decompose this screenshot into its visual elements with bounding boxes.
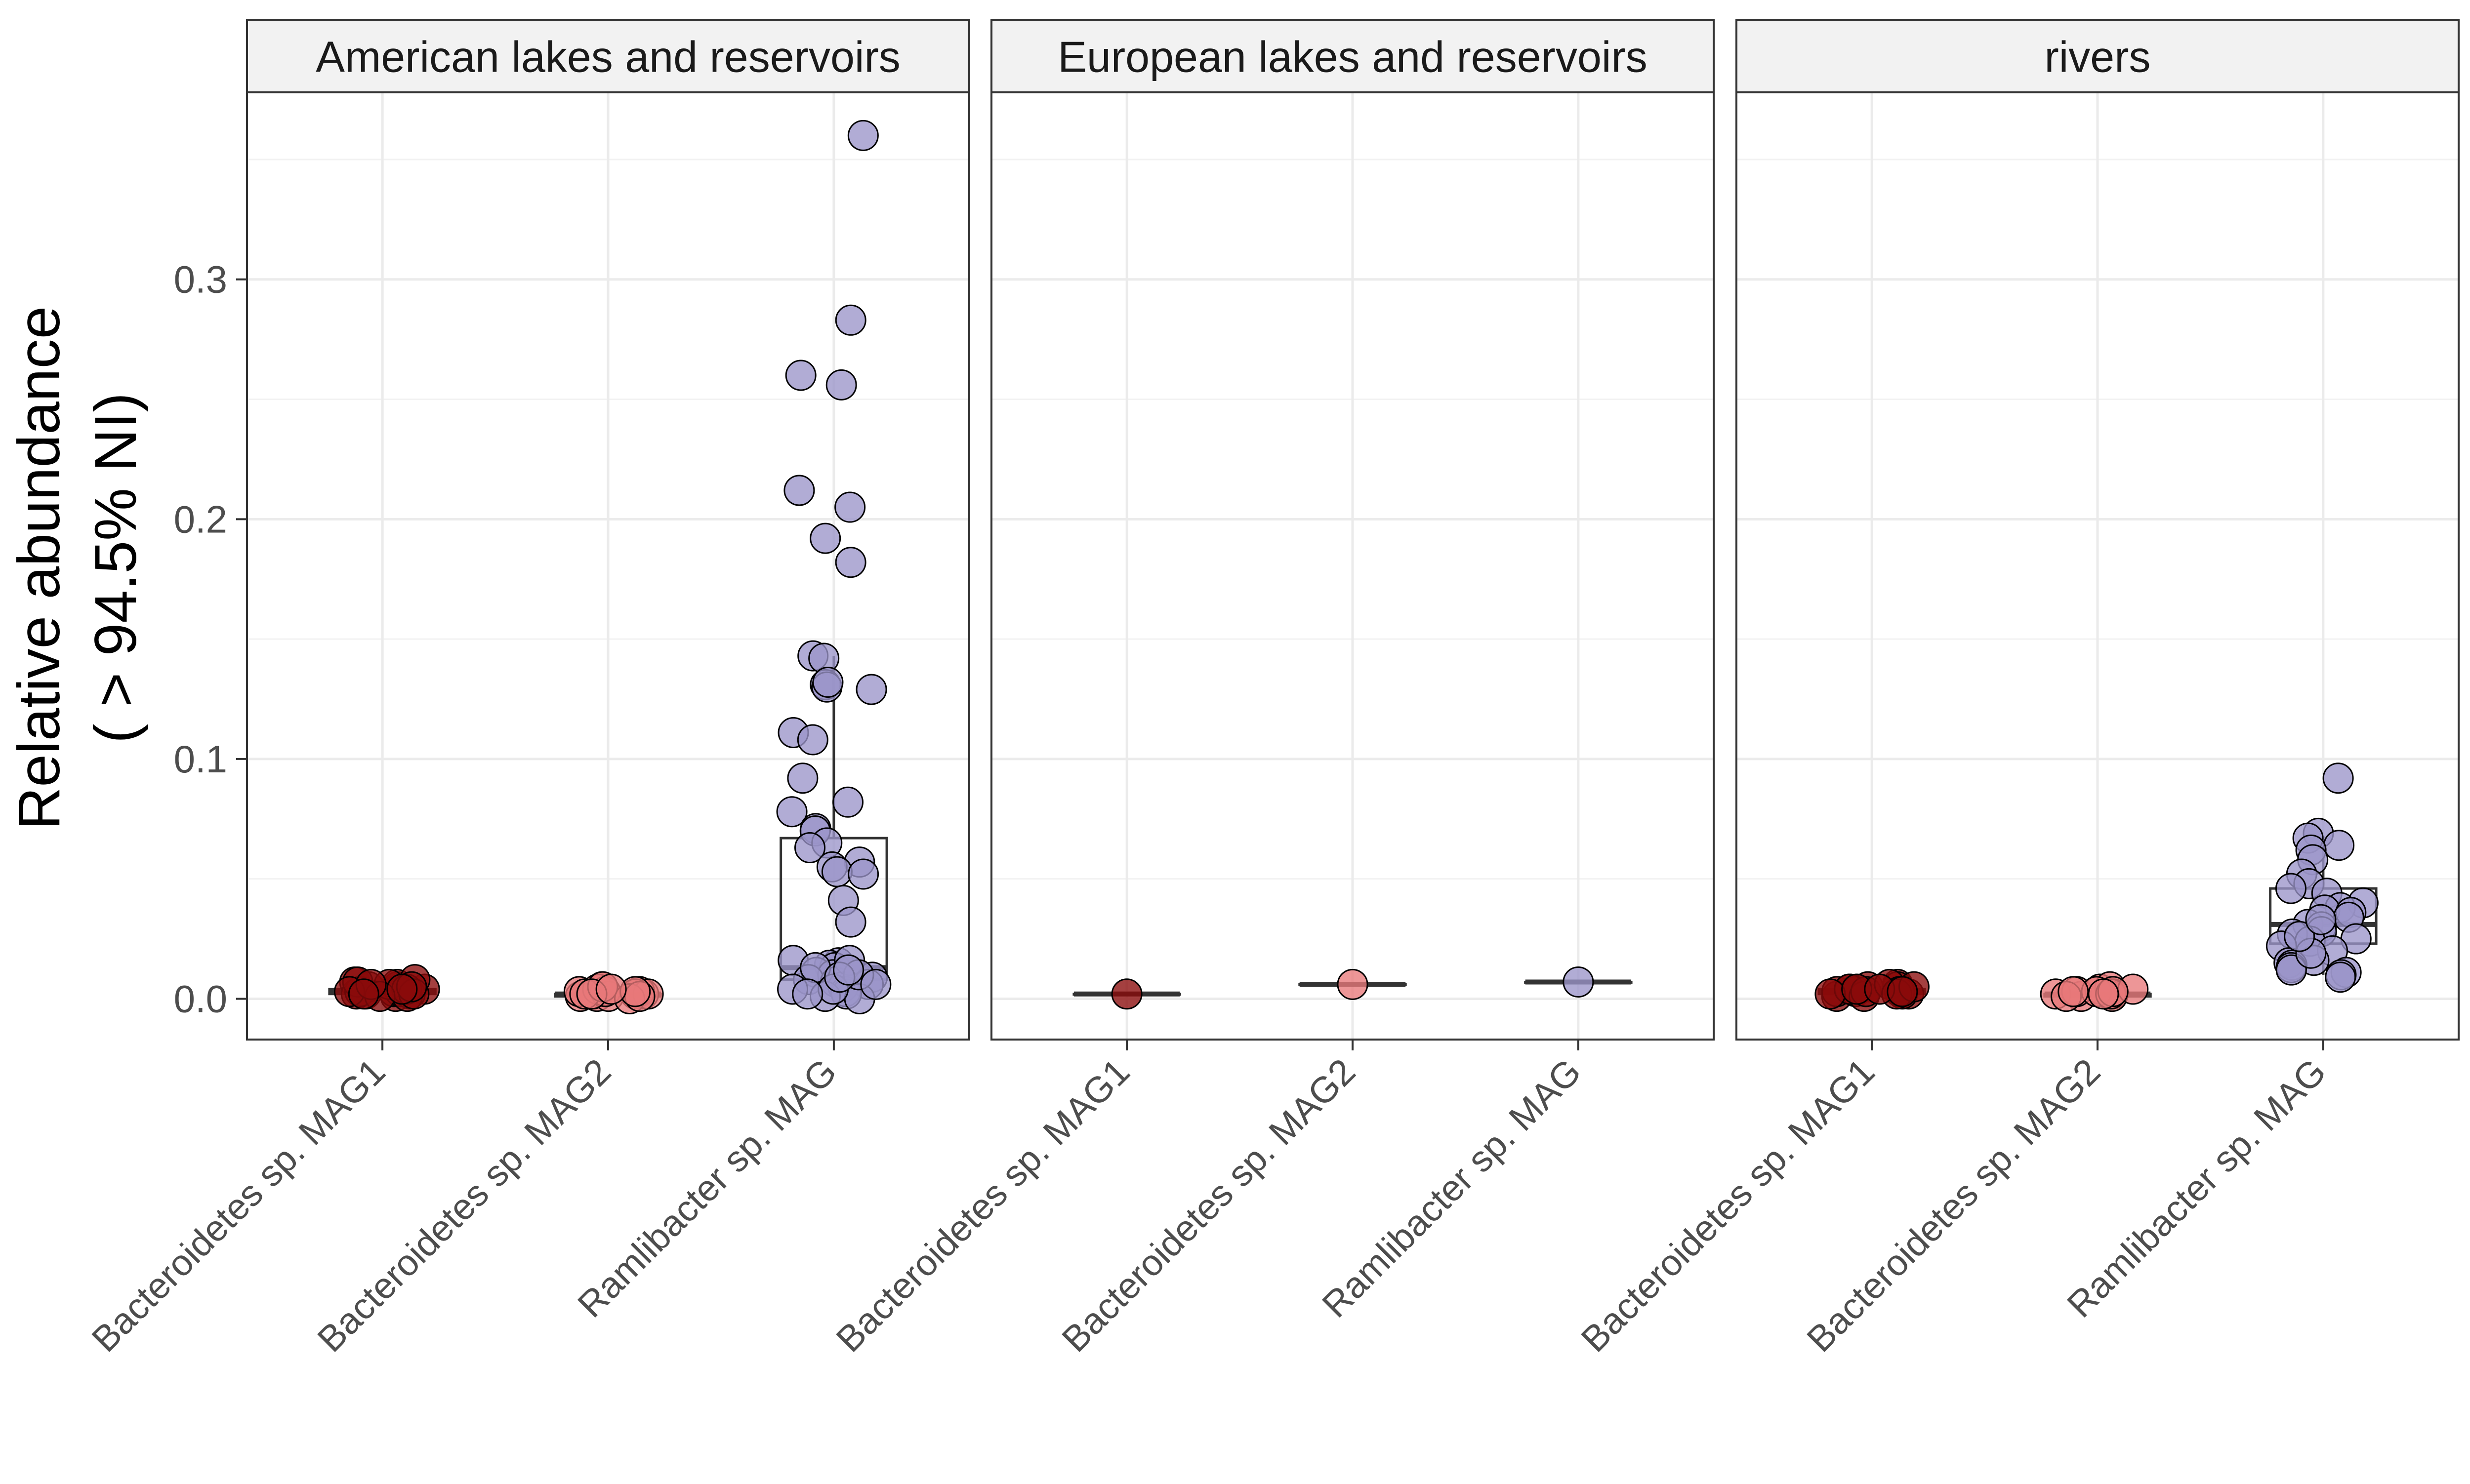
facet-strip: [246, 19, 970, 93]
data-point: [847, 120, 879, 151]
data-point: [2058, 976, 2089, 1007]
data-point: [835, 547, 866, 578]
data-point: [1337, 968, 1368, 1000]
data-point: [812, 667, 844, 698]
data-point: [1111, 978, 1143, 1010]
y-tick-label: 0.2: [174, 497, 227, 541]
box-group: [776, 120, 892, 1014]
data-point: [832, 786, 864, 818]
data-point: [348, 978, 379, 1010]
data-point: [860, 968, 892, 1000]
data-point: [2323, 830, 2355, 861]
box-group: [1298, 968, 1407, 1000]
y-axis-label-line1: Relative abundance: [6, 306, 72, 830]
data-point: [848, 858, 879, 890]
data-point: [2275, 873, 2306, 904]
data-point: [821, 856, 853, 887]
data-point: [1814, 978, 1846, 1010]
facet-strip: [1735, 19, 2460, 93]
facet-title: European lakes and reservoirs: [1058, 33, 1647, 81]
data-point: [2284, 921, 2315, 952]
facet-panel: American lakes and reservoirsBacteroidet…: [84, 19, 970, 1360]
data-point: [783, 475, 815, 506]
facet-title: rivers: [2044, 33, 2150, 81]
data-point: [834, 491, 866, 523]
data-point: [797, 724, 828, 756]
x-tick-label: Ramlibacter sp. MAG: [1314, 1051, 1589, 1325]
box-group: [1524, 966, 1633, 998]
box-group: [1814, 968, 1930, 1012]
y-tick-label: 0.1: [174, 737, 227, 781]
data-point: [787, 762, 819, 794]
data-point: [835, 906, 866, 938]
data-point: [825, 369, 857, 401]
facet-strip: [990, 19, 1715, 93]
box-group: [328, 964, 440, 1012]
box-group: [1072, 978, 1181, 1010]
y-axis-label-line2: ( > 94.5% NI): [82, 393, 149, 743]
data-point: [2325, 962, 2356, 993]
box-group: [554, 971, 664, 1014]
data-point: [1887, 976, 1918, 1007]
data-point: [2088, 978, 2119, 1010]
data-point: [386, 973, 418, 1005]
data-point: [2305, 904, 2337, 935]
data-point: [595, 973, 627, 1005]
data-point: [835, 304, 866, 336]
data-point: [794, 832, 826, 864]
box-group: [2040, 971, 2152, 1012]
data-point: [1563, 966, 1594, 998]
data-point: [810, 522, 841, 554]
data-point: [2322, 762, 2354, 794]
data-point: [776, 796, 808, 828]
facet-title: American lakes and reservoirs: [316, 33, 901, 81]
y-tick-label: 0.0: [174, 977, 227, 1020]
data-point: [785, 360, 817, 391]
x-tick-label: Ramlibacter sp. MAG: [2059, 1051, 2334, 1325]
data-point: [833, 954, 864, 986]
data-point: [792, 978, 823, 1010]
box-group: [2265, 762, 2379, 993]
y-tick-label: 0.3: [174, 258, 227, 301]
x-tick-label: Ramlibacter sp. MAG: [570, 1051, 844, 1325]
data-point: [856, 674, 887, 705]
